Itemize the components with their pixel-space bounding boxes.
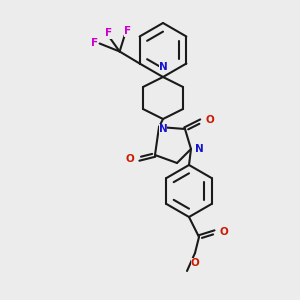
Text: F: F [105,28,112,38]
Text: O: O [190,258,200,268]
Text: N: N [159,62,167,72]
Text: O: O [206,115,215,125]
Text: N: N [195,144,204,154]
Text: F: F [124,26,131,37]
Text: O: O [220,227,229,237]
Text: N: N [159,124,167,134]
Text: O: O [125,154,134,164]
Text: F: F [91,38,98,47]
